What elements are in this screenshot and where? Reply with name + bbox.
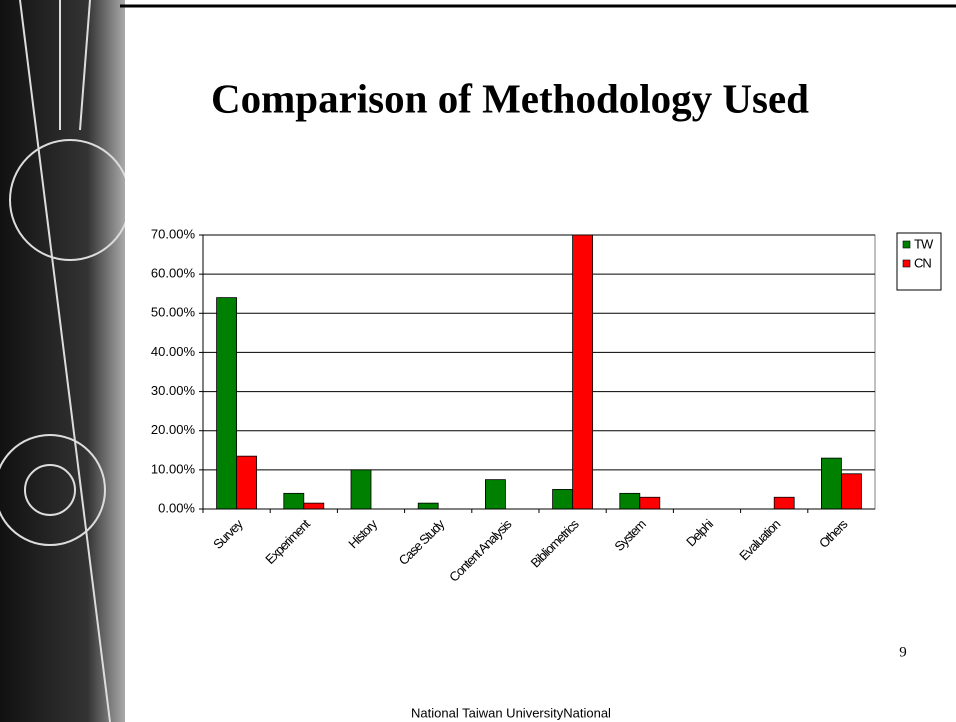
bar <box>236 455 258 510</box>
legend-label: TW <box>914 236 934 251</box>
bar <box>417 502 439 510</box>
bar <box>821 457 842 510</box>
bar <box>484 479 506 510</box>
y-tick-label: 60.00% <box>151 266 196 281</box>
bar <box>639 496 661 510</box>
y-tick-label: 10.00% <box>151 461 196 476</box>
legend-swatch <box>902 259 911 268</box>
bar <box>283 492 305 510</box>
page-number: 9 <box>899 644 907 660</box>
y-tick-label: 70.00% <box>151 226 196 241</box>
legend-swatch <box>902 240 911 249</box>
bar <box>216 297 238 510</box>
chart-title: Comparison of Methodology Used <box>211 75 809 121</box>
y-tick-label: 30.00% <box>151 383 196 398</box>
bar <box>552 489 573 510</box>
sketch <box>0 0 131 722</box>
bar <box>303 502 325 510</box>
y-tick-label: 50.00% <box>151 305 196 320</box>
bar <box>841 473 862 510</box>
side-decoration <box>0 0 125 722</box>
bar <box>619 492 641 510</box>
bar <box>773 496 795 510</box>
bar <box>572 234 593 510</box>
bar <box>350 469 372 510</box>
y-tick-label: 0.00% <box>158 500 195 515</box>
y-tick-label: 40.00% <box>151 344 196 359</box>
y-tick-label: 20.00% <box>151 422 196 437</box>
legend-label: CN <box>914 255 931 270</box>
footer: National Taiwan UniversityNational <box>411 705 611 720</box>
plot-area <box>202 234 876 510</box>
